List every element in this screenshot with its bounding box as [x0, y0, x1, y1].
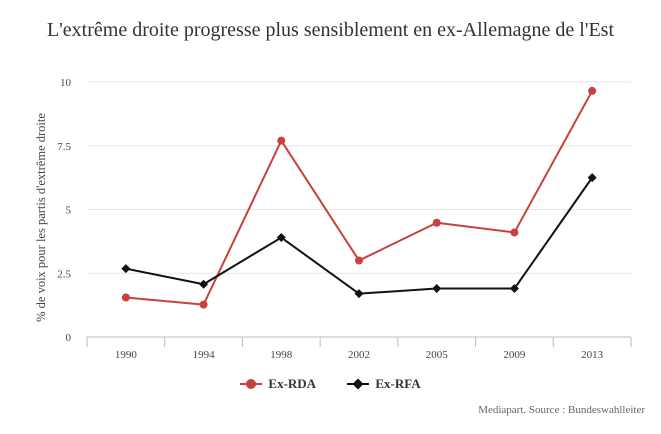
data-point: [432, 218, 441, 227]
legend-label-ex-rda: Ex-RDA: [268, 376, 317, 391]
legend-item-ex-rda[interactable]: Ex-RDA: [240, 376, 316, 392]
data-point: [588, 86, 597, 95]
data-point: [354, 289, 364, 299]
x-tick-label: 2005: [426, 349, 449, 361]
data-point: [199, 279, 209, 289]
y-tick-label: 0: [66, 332, 72, 344]
data-point: [355, 256, 363, 265]
series-line-ex-rda: [125, 90, 594, 306]
legend: Ex-RDA Ex-RFA: [0, 376, 661, 393]
legend-item-ex-rfa[interactable]: Ex-RFA: [347, 376, 421, 392]
x-tick-label: 1994: [193, 349, 216, 361]
y-tick-label: 7.5: [57, 141, 71, 153]
y-tick-label: 10: [60, 77, 72, 89]
data-point: [509, 284, 519, 294]
data-point: [510, 228, 519, 237]
data-point: [277, 136, 286, 145]
legend-label-ex-rfa: Ex-RFA: [375, 376, 421, 391]
y-tick-label: 5: [66, 205, 72, 217]
y-tick-label: 2.5: [57, 268, 71, 280]
y-axis-title: % de voix pour les partis d'extrême droi…: [34, 113, 48, 322]
data-point: [121, 293, 130, 302]
data-point: [199, 300, 208, 309]
x-tick-label: 2002: [348, 349, 370, 361]
legend-swatch-ex-rfa: [347, 378, 370, 390]
chart-title: L'extrême droite progresse plus sensible…: [46, 19, 615, 41]
x-tick-label: 1998: [270, 349, 293, 361]
data-point: [432, 284, 442, 294]
x-tick-label: 1990: [115, 349, 138, 361]
x-tick-label: 2009: [503, 349, 526, 361]
series-line-ex-rfa: [125, 177, 593, 295]
x-tick-label: 2013: [581, 349, 604, 361]
source-credit: Mediapart. Source : Bundeswahlleiter: [478, 404, 645, 416]
legend-swatch-ex-rda: [240, 379, 263, 389]
data-point: [276, 233, 286, 243]
data-point: [121, 264, 131, 274]
data-point: [587, 173, 597, 183]
